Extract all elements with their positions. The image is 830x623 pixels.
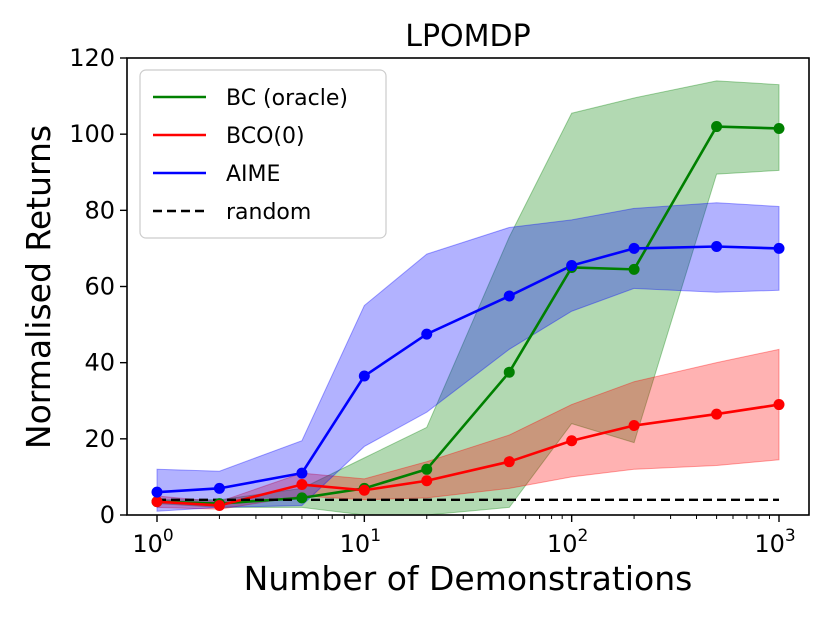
aime-point	[358, 370, 370, 382]
y-tick-label: 100	[69, 120, 115, 148]
bco-0-point	[773, 399, 785, 411]
legend: BC (oracle) BCO(0) AIME random	[139, 69, 387, 239]
legend-label-bc-oracle: BC (oracle)	[226, 86, 348, 111]
bc-oracle-point	[773, 122, 785, 134]
bc-oracle-band	[156, 80, 780, 516]
bco-0-point	[151, 496, 163, 508]
aime-point	[503, 290, 515, 302]
bc-oracle-point	[421, 463, 433, 475]
aime-point	[213, 482, 225, 494]
bco-0-band	[156, 348, 780, 510]
x-tick-label: 102	[547, 526, 588, 558]
bco-0-point	[711, 408, 723, 420]
bc-oracle-point	[628, 263, 640, 275]
bc-oracle-point	[296, 492, 308, 504]
legend-box	[139, 69, 387, 239]
bc-oracle-point	[503, 366, 515, 378]
chart-title: LPOMDP	[405, 19, 531, 54]
legend-label-random: random	[226, 200, 311, 225]
aime-point	[421, 328, 433, 340]
bco-0-line	[156, 403, 780, 507]
bc-oracle-point	[711, 121, 723, 133]
bco-0-point	[421, 475, 433, 487]
legend-label-aime: AIME	[226, 162, 280, 187]
y-axis: 0 20 40 60 80 100 120	[69, 44, 127, 529]
bco-0-point	[358, 484, 370, 496]
y-tick-label: 0	[100, 501, 115, 529]
aime-point	[628, 242, 640, 254]
bco-0-point	[213, 499, 225, 511]
y-tick-label: 40	[84, 349, 115, 377]
aime-point	[151, 486, 163, 498]
x-tick-label: 103	[754, 526, 795, 558]
aime-point	[296, 467, 308, 479]
series-lines	[156, 125, 780, 507]
x-axis: 100 101 102 103	[132, 515, 796, 558]
aime-line	[156, 245, 780, 494]
bco-0-point	[296, 479, 308, 491]
x-tick-label: 101	[340, 526, 381, 558]
bco-0-point	[566, 435, 578, 447]
series-markers	[151, 121, 785, 511]
aime-point	[711, 241, 723, 253]
aime-point	[773, 242, 785, 254]
aime-point	[566, 260, 578, 272]
bco-0-point	[503, 456, 515, 468]
y-tick-label: 80	[84, 196, 115, 224]
y-tick-label: 20	[84, 425, 115, 453]
y-axis-title: Normalised Returns	[19, 125, 58, 449]
y-tick-label: 60	[84, 273, 115, 301]
bco-0-point	[628, 420, 640, 432]
x-tick-label: 100	[132, 526, 173, 558]
x-axis-title: Number of Demonstrations	[244, 559, 693, 598]
legend-label-bco-0: BCO(0)	[226, 124, 305, 149]
y-tick-label: 120	[69, 44, 115, 72]
